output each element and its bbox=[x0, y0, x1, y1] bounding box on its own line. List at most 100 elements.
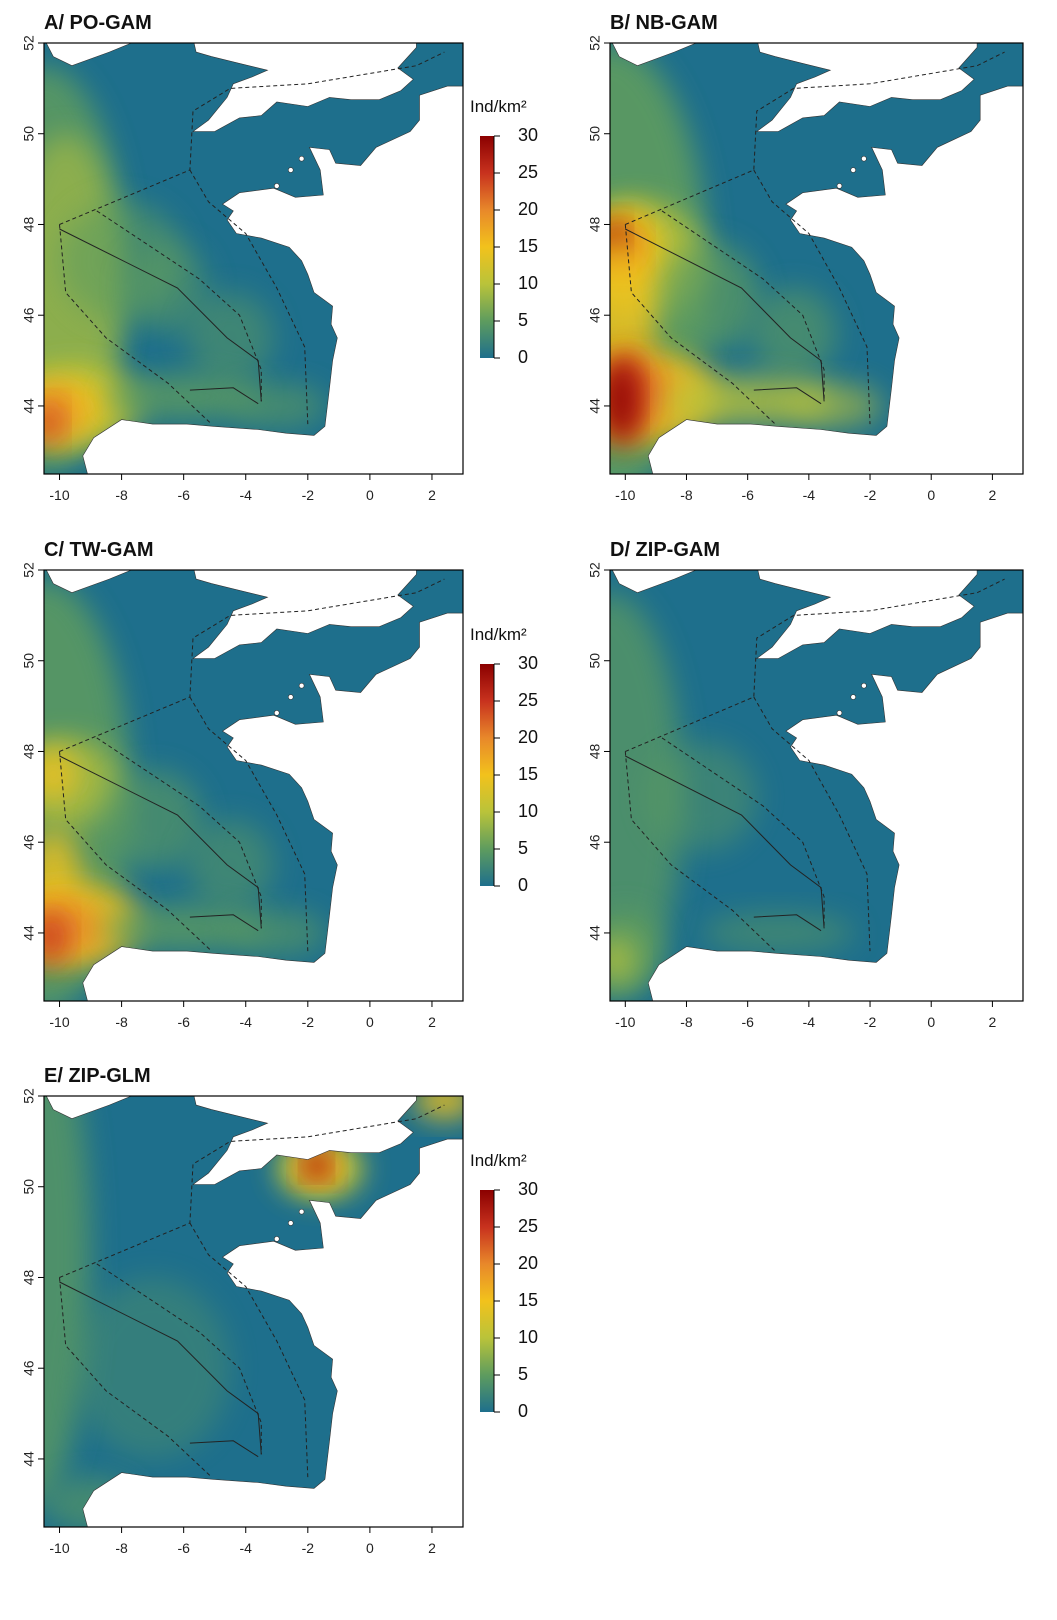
boundary-dashed bbox=[59, 751, 212, 952]
boundary-dashed bbox=[624, 751, 776, 952]
island bbox=[836, 710, 843, 716]
x-tick-label: 2 bbox=[428, 487, 436, 503]
colorbar-label: 30 bbox=[518, 653, 538, 673]
x-tick-label: -6 bbox=[177, 487, 190, 503]
colorbar-label: 5 bbox=[518, 310, 528, 330]
land-ireland bbox=[45, 570, 133, 594]
x-tick-label: -10 bbox=[49, 1014, 69, 1030]
boundary-dashed bbox=[625, 51, 1005, 225]
island bbox=[287, 694, 294, 700]
island bbox=[273, 183, 280, 189]
x-tick-label: -10 bbox=[49, 487, 69, 503]
x-tick-label: -2 bbox=[302, 1540, 315, 1556]
map-panel-a: A/ PO-GAM-10 -8 -6 -4 -2 0 24446485052Ind/km²3… bbox=[21, 12, 538, 503]
boundary-dashed bbox=[661, 210, 825, 402]
land-great-britain bbox=[192, 570, 417, 659]
x-tick-label: -2 bbox=[864, 1014, 877, 1030]
y-tick-label: 50 bbox=[21, 126, 37, 142]
colorbar-label: 25 bbox=[518, 1216, 538, 1236]
boundary-solid bbox=[625, 755, 825, 929]
map-frame bbox=[43, 1095, 464, 1528]
land-france-spain bbox=[82, 85, 463, 474]
x-tick-label: -4 bbox=[240, 1014, 253, 1030]
colorbar-label: 20 bbox=[518, 727, 538, 747]
x-tick-label: -4 bbox=[803, 487, 816, 503]
boundary-solid bbox=[189, 914, 259, 932]
colorbar-label: 5 bbox=[518, 1364, 528, 1384]
x-tick-label: -10 bbox=[615, 487, 635, 503]
island bbox=[287, 167, 294, 173]
x-tick-label: 2 bbox=[989, 1014, 997, 1030]
panel-title: B/ NB-GAM bbox=[610, 12, 718, 34]
y-tick-label: 44 bbox=[21, 398, 37, 414]
land-great-britain bbox=[192, 1096, 417, 1185]
y-tick-label: 46 bbox=[587, 834, 603, 850]
land-great-britain bbox=[755, 570, 978, 659]
boundary-dashed bbox=[189, 696, 309, 952]
legend-title: Ind/km² bbox=[470, 97, 527, 116]
land-ireland bbox=[45, 43, 133, 67]
y-tick-label: 44 bbox=[587, 398, 603, 414]
x-tick-label: 2 bbox=[428, 1540, 436, 1556]
x-tick-label: -2 bbox=[302, 1014, 315, 1030]
land-france-spain bbox=[82, 1138, 463, 1527]
boundary-dashed bbox=[59, 224, 212, 425]
colorbar-label: 15 bbox=[518, 236, 538, 256]
island bbox=[850, 694, 857, 700]
island bbox=[298, 682, 305, 689]
boundary-dashed bbox=[96, 210, 262, 402]
x-tick-label: -6 bbox=[741, 487, 754, 503]
map-frame bbox=[43, 569, 464, 1002]
x-tick-label: -8 bbox=[115, 1540, 128, 1556]
map-frame bbox=[609, 569, 1024, 1002]
colorbar-label: 30 bbox=[518, 125, 538, 145]
x-tick-label: 0 bbox=[366, 1014, 374, 1030]
panel-title: C/ TW-GAM bbox=[44, 539, 154, 561]
map-frame bbox=[43, 42, 464, 475]
island bbox=[861, 682, 867, 689]
colorbar-legend: Ind/km² 30 25 20 15 10 5 0 bbox=[470, 625, 538, 895]
y-tick-label: 48 bbox=[21, 743, 37, 759]
y-tick-label: 44 bbox=[21, 925, 37, 941]
boundary-dashed bbox=[189, 169, 309, 425]
y-tick-label: 48 bbox=[21, 216, 37, 232]
y-tick-label: 48 bbox=[587, 216, 603, 232]
y-tick-label: 46 bbox=[587, 307, 603, 323]
boundary-dashed bbox=[96, 737, 262, 929]
boundary-dashed bbox=[661, 737, 825, 929]
x-tick-label: -4 bbox=[240, 487, 253, 503]
boundary-solid bbox=[625, 228, 825, 402]
map-panel-e: E/ ZIP-GLM-10 -8 -6 -4 -2 0 24446485052Ind/km²… bbox=[21, 1065, 538, 1556]
boundary-solid bbox=[59, 755, 262, 929]
land-france-spain bbox=[82, 612, 463, 1001]
panel-title: D/ ZIP-GAM bbox=[610, 539, 720, 561]
colorbar-label: 25 bbox=[518, 162, 538, 182]
y-tick-label: 52 bbox=[587, 35, 603, 51]
y-tick-label: 50 bbox=[587, 653, 603, 669]
x-tick-label: 2 bbox=[989, 487, 997, 503]
y-tick-label: 52 bbox=[21, 1088, 37, 1104]
y-tick-label: 52 bbox=[587, 562, 603, 578]
x-tick-label: -8 bbox=[680, 1014, 693, 1030]
y-tick-label: 50 bbox=[21, 1179, 37, 1195]
boundary-dashed bbox=[96, 1263, 262, 1455]
y-tick-label: 50 bbox=[21, 653, 37, 669]
y-tick-label: 46 bbox=[21, 1360, 37, 1376]
colorbar-label: 10 bbox=[518, 273, 538, 293]
boundary-dashed bbox=[624, 224, 776, 425]
boundary-solid bbox=[189, 1440, 259, 1458]
colorbar-label: 5 bbox=[518, 838, 528, 858]
colorbar-legend: Ind/km² 30 25 20 15 10 5 0 bbox=[470, 97, 538, 367]
island bbox=[287, 1220, 294, 1226]
panel-title: A/ PO-GAM bbox=[44, 12, 152, 34]
boundary-dashed bbox=[753, 696, 871, 952]
island bbox=[861, 155, 867, 162]
y-tick-label: 46 bbox=[21, 307, 37, 323]
map-panel-b: B/ NB-GAM -10 -8 -6 -4 -2 0 2 44 46 48 50 52 bbox=[587, 12, 1024, 503]
map-panel-c: C/ TW-GAM-10 -8 -6 -4 -2 0 24446485052Ind/km²3… bbox=[21, 539, 538, 1030]
colorbar bbox=[480, 1190, 494, 1412]
colorbar-label: 0 bbox=[518, 347, 528, 367]
x-tick-label: 0 bbox=[366, 1540, 374, 1556]
x-tick-label: 0 bbox=[366, 487, 374, 503]
colorbar bbox=[480, 136, 494, 358]
